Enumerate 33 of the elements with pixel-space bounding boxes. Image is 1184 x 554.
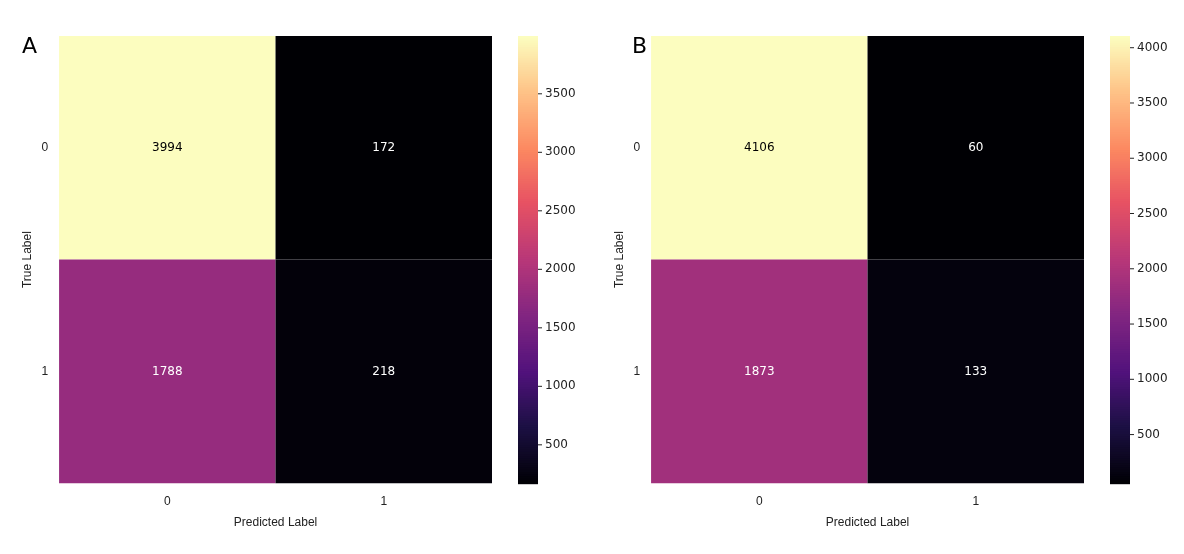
y-axis-title: True Label [611, 231, 626, 289]
text: B [632, 32, 648, 58]
color-bar-label: 1500 [545, 319, 576, 334]
y-axis-title: True Label [19, 231, 34, 289]
color-bar-label: 4000 [1137, 39, 1168, 54]
text: A [22, 32, 38, 58]
x-tick-label: 0 [755, 493, 763, 508]
color-bar-label: 3500 [1137, 95, 1168, 110]
data-label: 1873 [744, 363, 775, 378]
x-axis-title: Predicted Label [233, 515, 318, 530]
color-bar-label: 2000 [545, 261, 576, 276]
color-bar-label: 500 [545, 436, 568, 451]
x-tick-label: 1 [972, 493, 980, 508]
color-bar-label: 1000 [545, 378, 576, 393]
x-tick-label: 1 [380, 493, 388, 508]
data-label: 60 [968, 139, 984, 154]
data-label: 133 [964, 363, 988, 378]
color-bar-label: 1000 [1137, 371, 1168, 386]
color-bar-label: 2000 [1137, 260, 1168, 275]
data-label: 218 [372, 363, 396, 378]
color-bar-label: 500 [1137, 426, 1160, 441]
color-bar-label: 2500 [1137, 205, 1168, 220]
color-bar-label: 2500 [545, 202, 576, 217]
color-bar-label: 3000 [1137, 150, 1168, 165]
x-tick-label: 0 [163, 493, 171, 508]
data-label: 4106 [744, 139, 775, 154]
color-bar-label: 1500 [1137, 316, 1168, 331]
data-label: 1788 [152, 363, 183, 378]
data-label: 3994 [152, 139, 183, 154]
data-label: 172 [372, 139, 396, 154]
color-bar-label: 3000 [545, 144, 576, 159]
color-bar-label: 3500 [545, 85, 576, 100]
x-axis-title: Predicted Label [825, 515, 910, 530]
